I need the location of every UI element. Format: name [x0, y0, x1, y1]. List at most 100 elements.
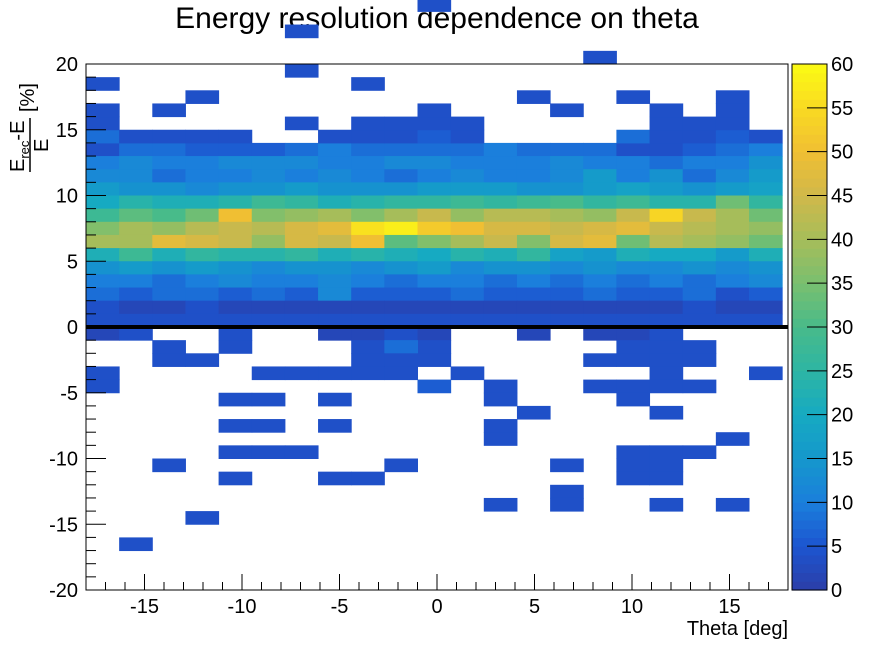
heatmap-cell — [450, 221, 485, 236]
heatmap-cell — [384, 208, 418, 223]
heatmap-cell — [715, 432, 750, 446]
heatmap-cell — [318, 327, 352, 341]
heatmap-cell — [86, 156, 120, 170]
x-axis-label: Theta [deg] — [687, 618, 788, 640]
heatmap-cell — [351, 366, 385, 381]
heatmap-cell — [417, 274, 452, 289]
heatmap-cell — [119, 142, 153, 157]
heatmap-cell — [616, 300, 651, 315]
heatmap-cell — [284, 313, 319, 328]
heatmap-cell — [682, 208, 717, 223]
heatmap-cell — [616, 340, 651, 354]
color-scale-bar: 0 5 10 15 20 25 30 35 40 45 50 55 60 — [791, 54, 853, 602]
color-scale-segment — [792, 414, 827, 425]
heatmap-cell — [218, 445, 253, 459]
heatmap-cell — [616, 169, 651, 183]
heatmap-cell — [119, 313, 153, 328]
color-scale-segment — [792, 64, 827, 74]
heatmap-cell — [550, 261, 584, 275]
heatmap-cell — [318, 419, 352, 433]
heatmap-cell — [417, 327, 452, 341]
heatmap-cell — [550, 497, 584, 512]
heatmap-cell — [649, 116, 684, 131]
color-scale-segment — [792, 563, 827, 574]
heatmap-cell — [649, 379, 684, 394]
heatmap-cell — [583, 169, 617, 183]
heatmap-cell — [417, 353, 452, 367]
color-scale-segment — [792, 274, 827, 284]
heatmap-cell — [318, 195, 352, 210]
heatmap-cell — [318, 142, 352, 157]
heatmap-cell — [649, 221, 684, 236]
heatmap-cell — [152, 248, 186, 262]
heatmap-cell — [616, 313, 651, 328]
heatmap-cell — [284, 64, 319, 78]
color-scale-segment — [792, 239, 827, 249]
heatmap-cell — [86, 221, 120, 236]
heatmap-cell — [384, 261, 418, 275]
color-scale-label: 0 — [831, 580, 842, 602]
heatmap-cell — [682, 313, 717, 328]
heatmap-cell — [351, 313, 385, 328]
heatmap-cell — [417, 182, 452, 196]
heatmap-cell — [218, 156, 253, 170]
color-scale-segment — [792, 519, 827, 530]
color-scale-segment — [792, 370, 827, 381]
heatmap-cell — [384, 221, 418, 236]
heatmap-cell — [218, 234, 253, 249]
heatmap-cell — [152, 287, 186, 302]
heatmap-cell — [251, 287, 286, 302]
heatmap-cell — [583, 182, 617, 196]
heatmap-cell — [483, 287, 518, 302]
heatmap-cell — [715, 169, 750, 183]
heatmap-cell — [384, 458, 418, 473]
heatmap-cell — [483, 392, 518, 407]
color-scale-segment — [792, 423, 827, 433]
color-scale-segment — [792, 142, 827, 153]
heatmap-cell — [218, 327, 253, 341]
heatmap-cell — [749, 248, 783, 262]
heatmap-cell — [384, 287, 418, 302]
heatmap-cell — [86, 379, 120, 394]
heatmap-cell — [550, 287, 584, 302]
heatmap-cell — [351, 327, 385, 341]
y-axis-label-numerator: Erec-E — [7, 121, 32, 172]
heatmap-cell — [318, 300, 352, 315]
color-scale-segment — [792, 160, 827, 170]
heatmap-cell — [715, 90, 750, 104]
color-scale-label: 5 — [831, 536, 842, 558]
heatmap-cell — [185, 142, 220, 157]
heatmap-cell — [516, 300, 551, 315]
heatmap-cell — [86, 182, 120, 196]
x-tick-label: -10 — [228, 596, 257, 618]
heatmap-cell — [284, 182, 319, 196]
heatmap-cell — [284, 248, 319, 262]
heatmap-cell — [483, 313, 518, 328]
heatmap-cell — [583, 142, 617, 157]
color-scale-segment — [792, 291, 827, 302]
y-tick-label: -15 — [49, 514, 78, 536]
color-scale-segment — [792, 151, 827, 162]
heatmap-cell — [185, 300, 220, 315]
heatmap-cell — [417, 103, 452, 118]
heatmap-cell — [450, 300, 485, 315]
heatmap-cell — [516, 156, 551, 170]
heatmap-cell — [450, 208, 485, 223]
color-scale-segment — [792, 72, 827, 83]
heatmap-cell — [384, 366, 418, 381]
heatmap-cell — [284, 300, 319, 315]
heatmap-cell — [483, 379, 518, 394]
heatmap-cell — [616, 379, 651, 394]
heatmap-cell — [715, 182, 750, 196]
heatmap-cell — [119, 169, 153, 183]
heatmap-cell — [251, 208, 286, 223]
heatmap-cell — [218, 287, 253, 302]
color-scale-label: 60 — [831, 54, 853, 76]
heatmap-cell — [152, 340, 186, 354]
heatmap-cell — [417, 156, 452, 170]
heatmap-cell — [86, 195, 120, 210]
heatmap-cell — [583, 353, 617, 367]
heatmap-cell — [86, 327, 120, 341]
heatmap-cell — [86, 300, 120, 315]
